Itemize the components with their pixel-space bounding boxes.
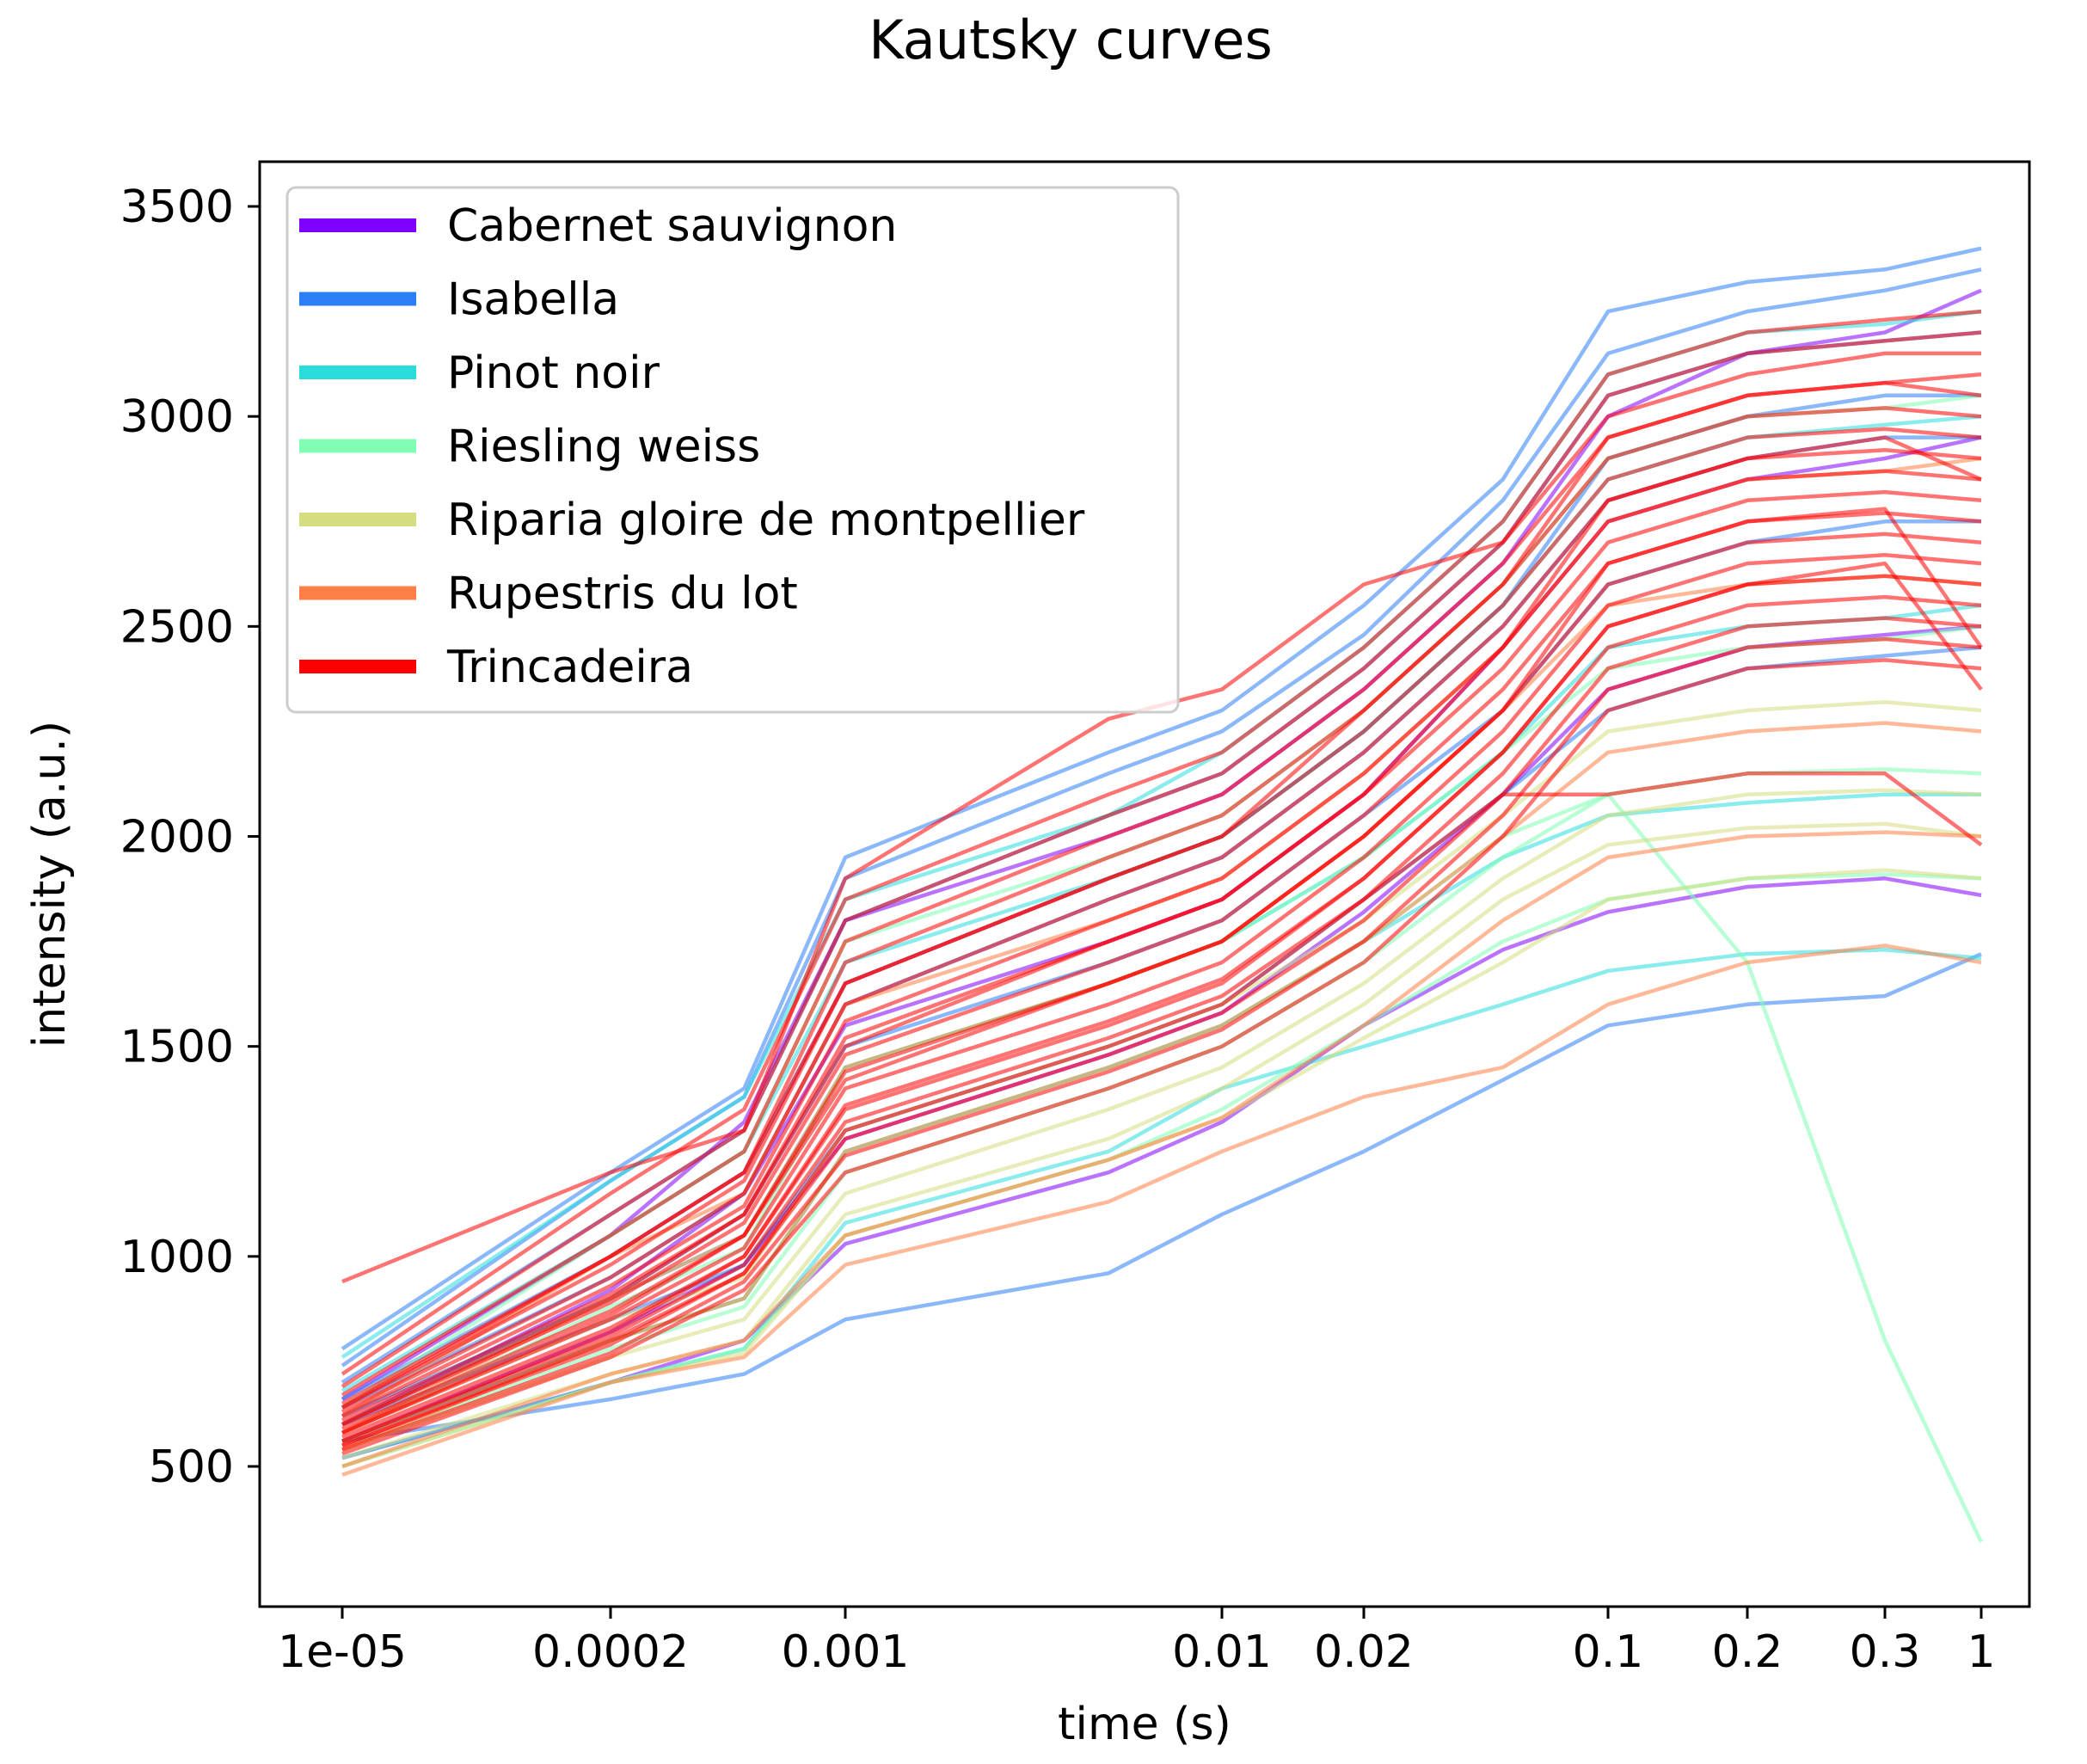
y-axis: 500 1000 1500 2000 2500 3000 3500 <box>120 181 260 1493</box>
y-tick-label: 1000 <box>120 1232 234 1283</box>
legend: Cabernet sauvignon Isabella Pinot noir Ries… <box>285 186 1180 714</box>
y-tick-label: 3000 <box>120 391 234 443</box>
x-tick-label: 0.02 <box>1314 1626 1414 1678</box>
x-tick-label: 0.0002 <box>532 1626 689 1678</box>
legend-label: Trincadeira <box>446 642 693 693</box>
curve-line <box>341 830 1982 1469</box>
y-tick-label: 3500 <box>120 181 234 233</box>
curve-line <box>341 309 1982 1376</box>
x-tick-label: 0.3 <box>1850 1626 1921 1678</box>
curve-line <box>341 561 1983 1443</box>
curve-line <box>341 788 1982 1452</box>
curve-line <box>341 435 1982 1427</box>
legend-box <box>285 186 1180 714</box>
x-tick-label: 1e-05 <box>278 1626 407 1678</box>
y-tick-label: 2000 <box>120 812 234 864</box>
y-tick-label: 2500 <box>120 601 234 653</box>
curve-line <box>341 952 1982 1443</box>
plot-frame <box>258 160 2031 1608</box>
x-axis: 1e-05 0.0002 0.001 0.01 0.02 0.1 0.2 0.3 1 <box>278 1607 1996 1678</box>
y-axis-label: intensity (a.u.) <box>24 721 76 1048</box>
legend-label: Rupestris du lot <box>447 569 798 620</box>
legend-label: Isabella <box>447 274 619 326</box>
curve-line <box>341 469 1982 1418</box>
legend-label: Riesling weiss <box>447 421 760 473</box>
curve-line <box>341 553 1982 1435</box>
x-tick-label: 0.001 <box>782 1626 910 1678</box>
curve-line <box>341 636 1982 1452</box>
legend-label: Cabernet sauvignon <box>447 200 897 252</box>
curve-line <box>341 447 1982 1414</box>
curve-line <box>341 427 1982 1410</box>
legend-label: Pinot noir <box>447 347 660 399</box>
curve-line <box>341 943 1982 1477</box>
curve-line <box>341 868 1982 1469</box>
curve-line <box>341 594 1982 1443</box>
curve-line <box>341 246 1982 1351</box>
curves-layer <box>341 246 1984 1543</box>
legend-label: Riparia gloire de montpellier <box>447 495 1085 546</box>
x-axis-label: time (s) <box>1058 1699 1231 1750</box>
x-tick-label: 0.2 <box>1712 1626 1783 1678</box>
curve-line <box>341 351 1981 1284</box>
x-tick-label: 0.1 <box>1573 1626 1644 1678</box>
curve-line <box>341 380 1982 1410</box>
curve-line <box>341 771 1983 1447</box>
curve-line <box>341 792 1984 1543</box>
curve-line <box>341 658 1982 1456</box>
curve-line <box>341 330 1982 1389</box>
y-tick-label: 500 <box>149 1441 234 1493</box>
y-tick-label: 1500 <box>120 1022 234 1073</box>
series-trincadeira <box>341 309 1983 1456</box>
chart-title: Kautsky curves <box>869 9 1273 71</box>
x-tick-label: 0.01 <box>1172 1626 1272 1678</box>
curve-line <box>341 507 1983 1435</box>
x-tick-label: 1 <box>1967 1626 1995 1678</box>
